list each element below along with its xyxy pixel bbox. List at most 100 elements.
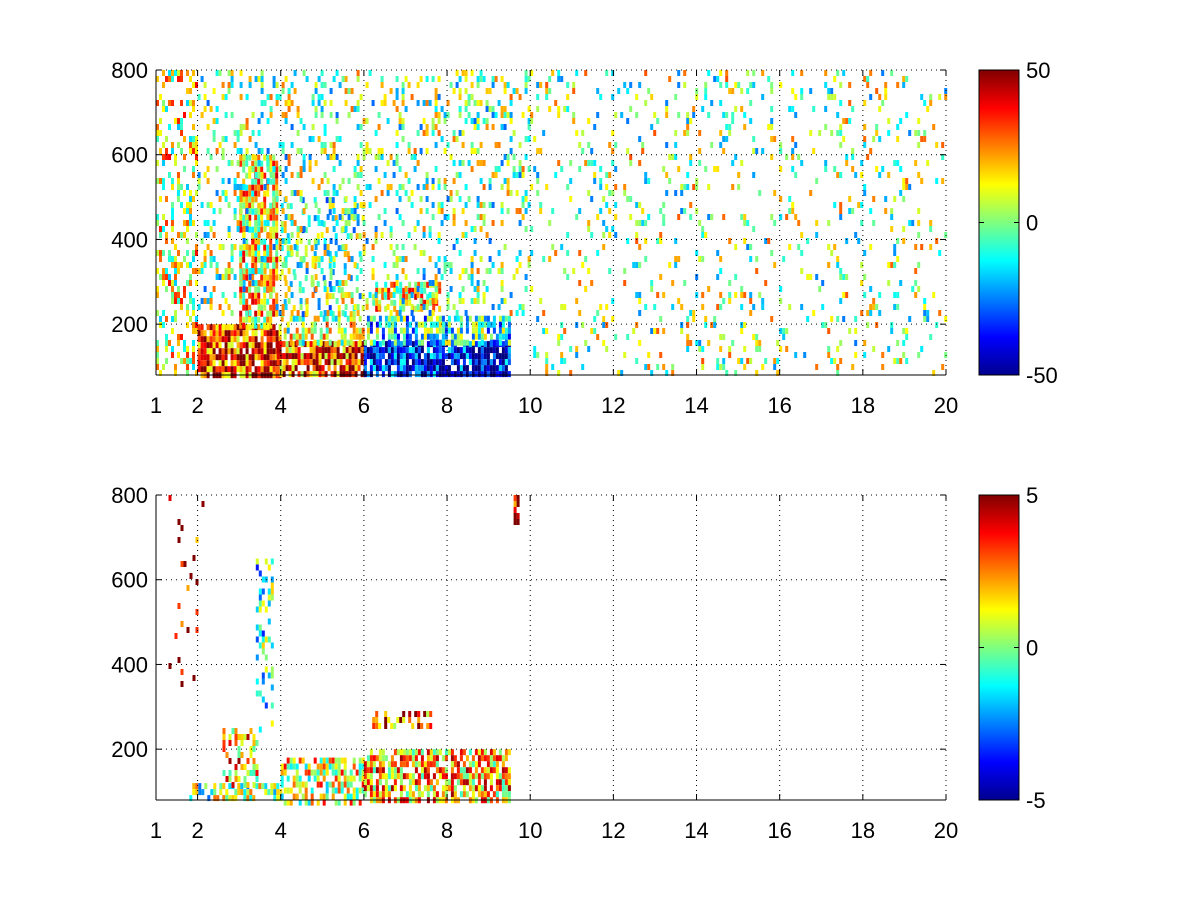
heatmap-cell <box>824 160 828 166</box>
heatmap-cell <box>674 262 678 268</box>
heatmap-cell <box>386 190 390 196</box>
heatmap-cell <box>236 354 240 361</box>
heatmap-cell <box>361 763 365 770</box>
heatmap-cell <box>674 142 678 148</box>
heatmap-cell <box>171 100 174 106</box>
heatmap-cell <box>245 316 249 323</box>
heatmap-cell <box>362 244 366 250</box>
heatmap-cell <box>695 250 699 256</box>
heatmap-cell <box>377 112 381 118</box>
heatmap-cell <box>186 70 189 76</box>
heatmap-cell <box>584 286 588 292</box>
heatmap-cell <box>402 371 406 378</box>
heatmap-cell <box>263 220 267 226</box>
heatmap-cell <box>287 298 291 304</box>
heatmap-cell <box>254 214 258 221</box>
heatmap-cell <box>269 112 273 118</box>
heatmap-cell <box>545 94 549 100</box>
heatmap-cell <box>417 353 421 360</box>
heatmap-cell <box>416 160 420 166</box>
heatmap-cell <box>242 244 246 250</box>
heatmap-cell <box>434 112 438 118</box>
heatmap-cell <box>358 757 362 764</box>
heatmap-cell <box>629 196 633 202</box>
heatmap-cell <box>266 220 270 226</box>
heatmap-cell <box>159 148 162 154</box>
heatmap-cell <box>186 280 189 286</box>
heatmap-cell <box>677 214 681 220</box>
heatmap-cell <box>177 268 180 274</box>
heatmap-cell <box>602 244 606 250</box>
heatmap-cell <box>288 353 292 360</box>
heatmap-cell <box>605 70 609 76</box>
heatmap-cell <box>503 82 507 88</box>
heatmap-cell <box>189 76 192 82</box>
heatmap-cell <box>237 776 241 782</box>
heatmap-cell <box>557 76 561 82</box>
heatmap-cell <box>361 293 365 300</box>
heatmap-cell <box>350 292 354 298</box>
heatmap-cell <box>378 321 382 328</box>
heatmap-cell <box>248 184 252 191</box>
heatmap-cell <box>343 799 347 806</box>
heatmap-cell <box>426 299 430 306</box>
heatmap-cell <box>374 130 378 136</box>
heatmap-cell <box>264 636 268 643</box>
heatmap-cell <box>614 142 618 148</box>
heatmap-cell <box>396 365 400 372</box>
heatmap-cell <box>896 304 900 310</box>
heatmap-cell <box>381 353 385 360</box>
heatmap-cell <box>419 196 423 202</box>
heatmap-cell <box>402 773 406 780</box>
heatmap-cell <box>504 749 508 756</box>
heatmap-cell <box>524 88 528 94</box>
heatmap-cell <box>221 292 225 298</box>
heatmap-cell <box>358 787 362 794</box>
heatmap-cell <box>285 353 289 360</box>
heatmap-cell <box>255 654 259 661</box>
heatmap-cell <box>474 371 478 378</box>
heatmap-cell <box>408 365 412 372</box>
heatmap-cell <box>356 304 360 310</box>
heatmap-cell <box>434 100 438 106</box>
heatmap-cell <box>420 755 424 762</box>
heatmap-cell <box>243 734 247 740</box>
heatmap-cell <box>289 333 293 340</box>
heatmap-cell <box>770 124 774 130</box>
heatmap-cell <box>159 130 162 136</box>
heatmap-cell <box>366 321 370 328</box>
heatmap-cell <box>389 292 393 298</box>
heatmap-cell <box>890 226 894 232</box>
heatmap-cell <box>293 244 297 250</box>
heatmap-cell <box>269 342 273 349</box>
heatmap-cell <box>477 785 481 792</box>
heatmap-cell <box>284 262 288 268</box>
heatmap-cell <box>368 292 372 298</box>
heatmap-cell <box>507 353 511 360</box>
heatmap-cell <box>325 769 329 776</box>
heatmap-cell <box>471 761 475 768</box>
heatmap-cell <box>441 339 445 346</box>
heatmap-cell <box>189 190 192 196</box>
heatmap-cell <box>647 88 651 94</box>
heatmap-cell <box>428 280 432 286</box>
heatmap-cell <box>215 354 219 361</box>
heatmap-cell <box>387 353 391 360</box>
heatmap-cell <box>560 304 564 310</box>
heatmap-cell <box>282 353 286 360</box>
heatmap-cell <box>341 280 345 286</box>
heatmap-cell <box>309 371 313 378</box>
heatmap-cell <box>438 749 442 756</box>
heatmap-cell <box>507 785 511 792</box>
heatmap-cell <box>325 781 329 788</box>
heatmap-cell <box>414 779 418 786</box>
heatmap-cell <box>287 286 291 292</box>
heatmap-cell <box>443 184 447 190</box>
heatmap-cell <box>368 184 372 190</box>
heatmap-cell <box>322 799 326 806</box>
heatmap-cell <box>266 94 270 100</box>
heatmap-cell <box>399 359 403 366</box>
heatmap-cell <box>833 94 837 100</box>
heatmap-cell <box>881 364 885 370</box>
heatmap-cell <box>905 358 909 364</box>
